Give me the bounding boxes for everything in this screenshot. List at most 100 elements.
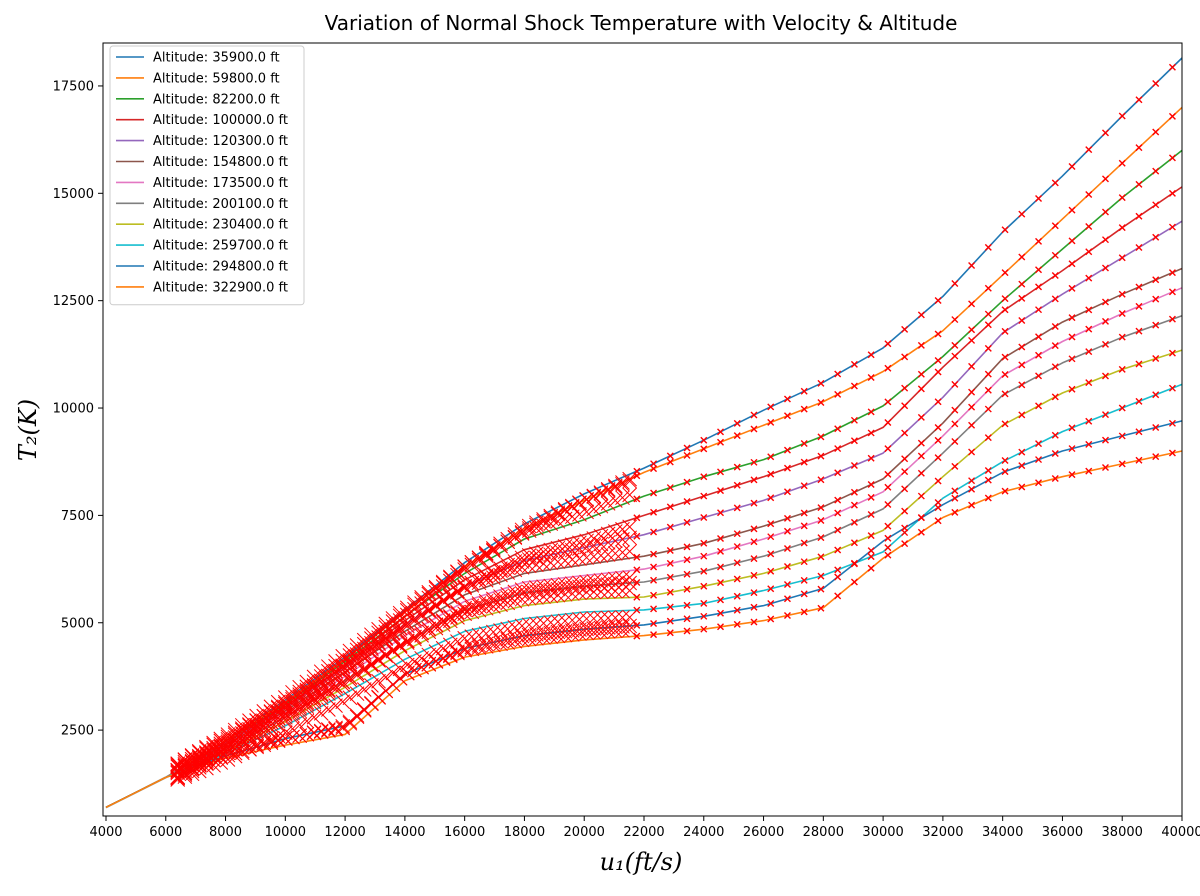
marker <box>500 635 516 650</box>
marker <box>817 379 825 387</box>
marker <box>371 636 386 652</box>
marker <box>421 621 437 637</box>
marker <box>733 463 741 471</box>
marker <box>901 507 909 515</box>
marker <box>934 297 942 304</box>
marker <box>767 550 775 558</box>
marker <box>1068 163 1076 171</box>
marker <box>586 488 602 504</box>
marker <box>615 545 630 560</box>
marker <box>385 626 401 641</box>
marker <box>607 571 623 587</box>
marker <box>1085 379 1093 387</box>
marker <box>1018 317 1026 325</box>
marker <box>968 336 976 344</box>
marker <box>349 686 365 701</box>
marker <box>834 566 842 574</box>
marker <box>242 713 257 729</box>
marker <box>666 559 674 567</box>
marker <box>1018 294 1026 302</box>
marker <box>817 604 825 612</box>
marker <box>1018 253 1026 261</box>
marker <box>733 504 741 512</box>
marker <box>299 713 315 729</box>
y-tick-label: 5000 <box>61 616 94 631</box>
marker <box>717 596 725 604</box>
marker <box>1152 321 1160 329</box>
marker <box>1152 424 1160 432</box>
marker <box>850 518 858 526</box>
marker <box>277 730 293 746</box>
marker <box>450 564 465 579</box>
marker <box>834 370 842 378</box>
marker <box>421 602 437 618</box>
x-axis-label: u₁(ft/s) <box>600 848 683 876</box>
marker <box>633 553 641 561</box>
marker <box>717 563 725 571</box>
marker <box>850 416 858 424</box>
marker <box>371 673 386 689</box>
marker <box>834 496 842 504</box>
marker <box>1001 370 1009 378</box>
marker <box>1101 298 1109 306</box>
marker <box>234 721 250 737</box>
marker <box>399 657 415 673</box>
marker <box>783 544 791 552</box>
marker <box>1001 353 1009 361</box>
marker <box>249 738 264 754</box>
marker <box>593 624 609 640</box>
marker <box>1101 236 1109 244</box>
marker <box>385 677 401 692</box>
marker <box>1118 194 1126 202</box>
marker <box>717 487 725 495</box>
marker <box>564 586 580 601</box>
legend-box <box>109 45 305 306</box>
marker <box>867 553 875 561</box>
marker <box>1135 302 1143 310</box>
marker <box>917 311 925 319</box>
marker <box>884 470 892 478</box>
marker <box>299 694 315 710</box>
marker <box>579 491 594 507</box>
marker <box>917 469 925 477</box>
marker <box>564 626 580 642</box>
marker <box>428 579 444 595</box>
marker <box>901 353 909 361</box>
marker <box>313 706 329 721</box>
marker <box>1101 175 1109 183</box>
marker <box>633 632 641 640</box>
marker <box>1035 372 1043 380</box>
marker <box>227 748 243 764</box>
marker <box>934 504 942 512</box>
marker <box>1168 349 1176 357</box>
marker <box>1051 393 1059 401</box>
marker <box>543 625 559 641</box>
marker <box>263 699 279 715</box>
marker <box>968 448 976 456</box>
marker <box>984 494 992 502</box>
marker <box>1035 440 1043 448</box>
marker <box>750 525 758 533</box>
marker <box>249 721 264 737</box>
marker <box>850 501 858 509</box>
marker <box>306 678 322 693</box>
marker <box>750 476 758 484</box>
marker <box>733 432 741 440</box>
marker <box>834 546 842 554</box>
marker <box>421 584 437 600</box>
marker <box>349 649 365 665</box>
marker <box>1118 404 1126 412</box>
marker <box>371 652 386 668</box>
marker <box>717 609 725 617</box>
marker <box>536 626 551 641</box>
marker <box>1085 248 1093 256</box>
marker <box>335 659 351 675</box>
marker <box>622 575 638 591</box>
marker <box>414 606 429 622</box>
marker <box>984 243 992 251</box>
marker <box>884 445 892 453</box>
legend: Altitude: 35900.0 ft Altitude: 59800.0 ft… <box>109 45 305 306</box>
marker <box>335 694 351 710</box>
marker <box>683 627 691 635</box>
tick-layer: 4000 6000 8000 10000 12000 14000 16000 18000 200… <box>53 79 1200 840</box>
